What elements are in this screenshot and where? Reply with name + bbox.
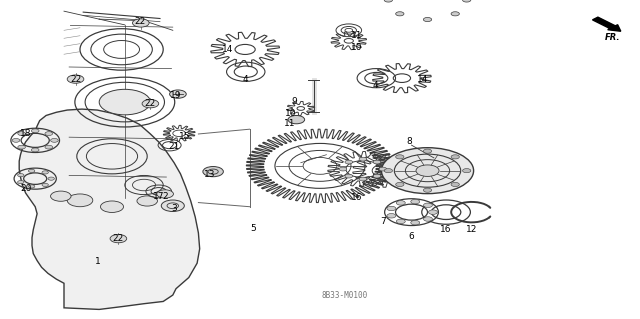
- Circle shape: [17, 174, 24, 177]
- Polygon shape: [19, 109, 200, 309]
- Circle shape: [416, 165, 439, 176]
- Circle shape: [396, 155, 404, 159]
- Circle shape: [359, 177, 367, 181]
- Circle shape: [110, 234, 127, 243]
- Circle shape: [45, 145, 52, 149]
- Circle shape: [451, 12, 460, 16]
- Circle shape: [42, 183, 49, 187]
- Circle shape: [12, 138, 20, 142]
- Circle shape: [411, 220, 420, 225]
- Circle shape: [28, 185, 35, 188]
- Circle shape: [359, 157, 367, 161]
- Circle shape: [31, 148, 39, 152]
- Text: 22: 22: [70, 75, 81, 84]
- Circle shape: [28, 169, 35, 173]
- Circle shape: [345, 160, 353, 164]
- Circle shape: [396, 12, 404, 16]
- Circle shape: [45, 132, 52, 136]
- Text: 14: 14: [417, 75, 428, 84]
- Circle shape: [424, 217, 433, 221]
- Circle shape: [451, 155, 460, 159]
- Circle shape: [411, 199, 420, 204]
- Text: 18: 18: [20, 130, 31, 138]
- Circle shape: [429, 210, 438, 214]
- Text: 4: 4: [373, 81, 378, 90]
- Circle shape: [384, 169, 392, 173]
- Text: 21: 21: [168, 142, 180, 151]
- Text: 2: 2: [163, 192, 168, 201]
- Text: 22: 22: [145, 99, 156, 108]
- Text: 10: 10: [285, 109, 297, 118]
- Circle shape: [451, 182, 460, 187]
- Circle shape: [100, 201, 124, 212]
- Circle shape: [31, 129, 39, 133]
- Text: 7: 7: [380, 217, 385, 226]
- Circle shape: [99, 89, 150, 115]
- Circle shape: [137, 196, 157, 206]
- Circle shape: [170, 90, 186, 98]
- Circle shape: [48, 177, 54, 180]
- Circle shape: [396, 182, 404, 187]
- Circle shape: [67, 75, 84, 83]
- Circle shape: [42, 171, 49, 174]
- Text: 5: 5: [250, 224, 255, 233]
- Circle shape: [463, 169, 471, 173]
- Circle shape: [51, 138, 58, 142]
- Circle shape: [387, 206, 396, 211]
- Circle shape: [339, 167, 347, 171]
- Circle shape: [373, 174, 381, 178]
- Text: 9: 9: [292, 97, 297, 106]
- Circle shape: [157, 190, 173, 198]
- Text: 11: 11: [351, 31, 363, 40]
- Text: 11: 11: [284, 119, 296, 128]
- Circle shape: [67, 194, 93, 207]
- Text: 1: 1: [95, 257, 100, 266]
- Circle shape: [161, 200, 184, 211]
- Circle shape: [396, 201, 405, 205]
- Text: 8B33-M0100: 8B33-M0100: [321, 291, 367, 300]
- Text: 13: 13: [204, 170, 215, 179]
- Circle shape: [132, 19, 149, 27]
- Circle shape: [142, 100, 159, 108]
- Text: 15: 15: [179, 132, 190, 141]
- Circle shape: [424, 203, 433, 207]
- Circle shape: [288, 115, 305, 124]
- Circle shape: [17, 181, 24, 184]
- Text: 8: 8: [407, 137, 412, 146]
- Circle shape: [424, 188, 431, 192]
- FancyArrow shape: [593, 17, 621, 31]
- Text: 12: 12: [466, 225, 477, 234]
- Text: 16: 16: [351, 193, 362, 202]
- Circle shape: [387, 213, 396, 218]
- Circle shape: [203, 167, 223, 177]
- Circle shape: [381, 148, 474, 194]
- Text: 10: 10: [351, 43, 363, 52]
- Circle shape: [463, 0, 471, 2]
- Circle shape: [384, 0, 392, 2]
- Text: 22: 22: [134, 17, 145, 26]
- Text: 4: 4: [243, 75, 248, 84]
- Circle shape: [373, 160, 381, 164]
- Circle shape: [396, 219, 405, 224]
- Circle shape: [18, 145, 26, 149]
- Text: 14: 14: [221, 45, 233, 54]
- Text: 22: 22: [113, 234, 124, 243]
- Text: 3: 3: [172, 204, 177, 213]
- Circle shape: [424, 18, 431, 22]
- Text: FR.: FR.: [605, 33, 620, 42]
- Circle shape: [424, 149, 431, 153]
- Text: 16: 16: [440, 225, 452, 234]
- Text: 17: 17: [153, 192, 164, 201]
- Circle shape: [345, 174, 353, 178]
- Circle shape: [51, 191, 71, 201]
- Circle shape: [379, 167, 387, 171]
- Text: 19: 19: [170, 91, 182, 100]
- Text: 6: 6: [409, 232, 414, 241]
- Text: 20: 20: [20, 184, 31, 193]
- Circle shape: [18, 132, 26, 136]
